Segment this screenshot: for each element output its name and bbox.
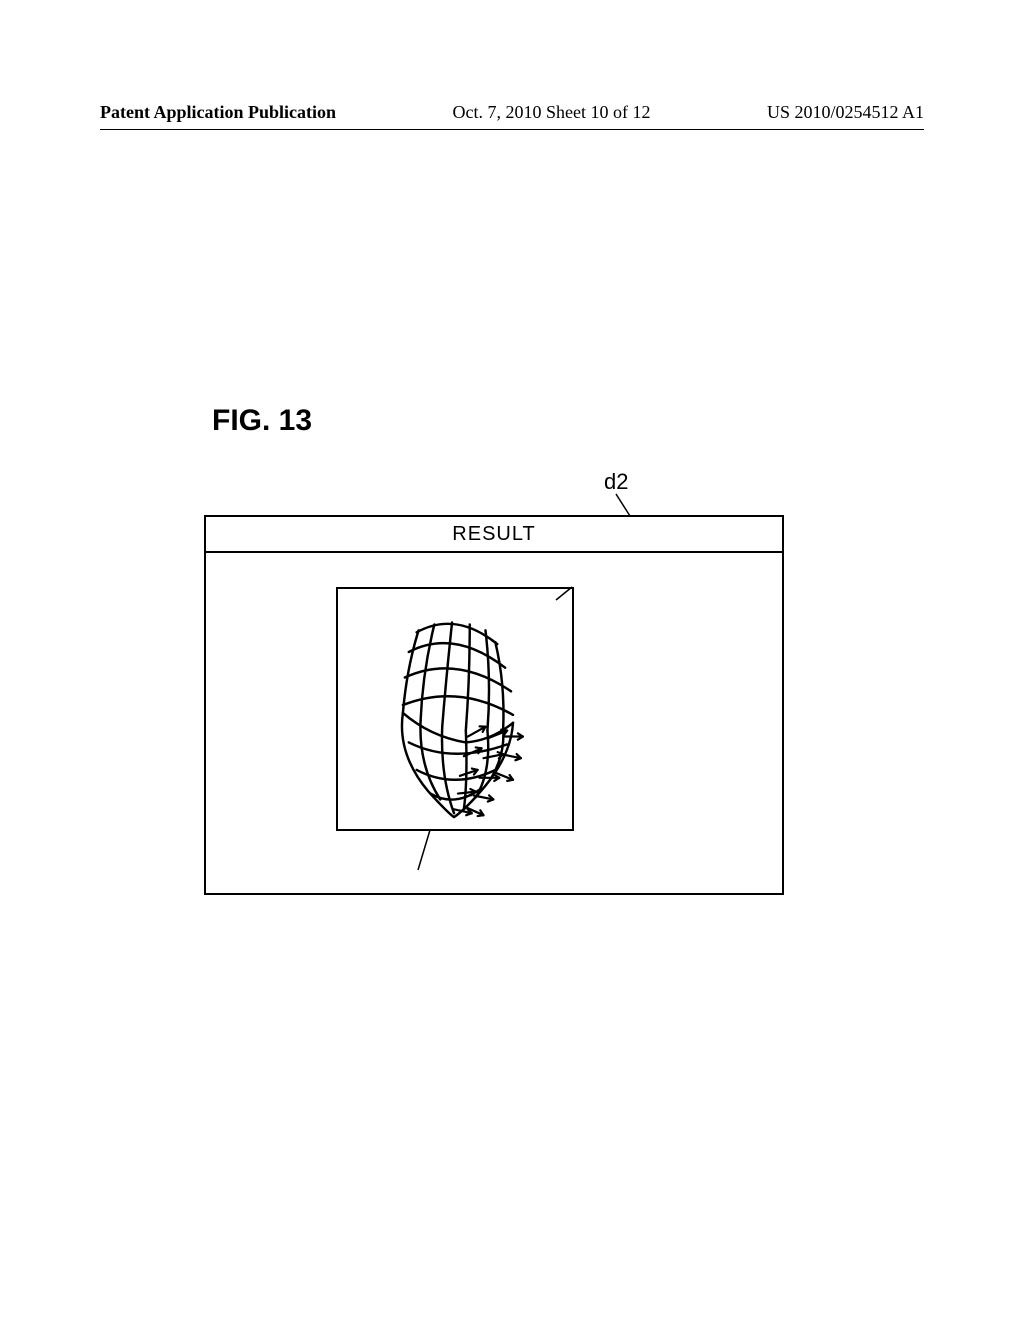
header-left: Patent Application Publication: [100, 102, 336, 123]
callout-d2-label: d2: [604, 469, 628, 495]
inner-frame: [336, 587, 574, 831]
header-center: Oct. 7, 2010 Sheet 10 of 12: [453, 102, 651, 123]
figure-label: FIG. 13: [212, 404, 312, 438]
header-row: Patent Application Publication Oct. 7, 2…: [100, 102, 924, 123]
page-header: Patent Application Publication Oct. 7, 2…: [0, 102, 1024, 130]
header-rule: [100, 129, 924, 130]
result-panel: RESULT: [204, 515, 784, 895]
result-titlebar: RESULT: [206, 517, 782, 553]
result-title: RESULT: [452, 523, 535, 546]
header-right: US 2010/0254512 A1: [767, 102, 924, 123]
heart-wireframe-diagram: [338, 589, 572, 829]
